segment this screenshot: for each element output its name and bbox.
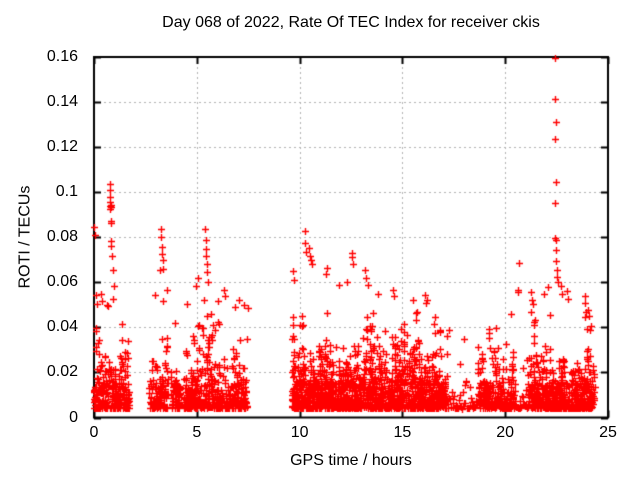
y-tick-label: 0 <box>69 408 78 426</box>
y-tick-label: 0.1 <box>55 183 78 201</box>
x-tick-label: 15 <box>393 424 412 441</box>
y-tick-label: 0.12 <box>46 138 78 156</box>
y-tick-label: 0.08 <box>46 228 78 246</box>
x-axis-label: GPS time / hours <box>290 452 412 469</box>
x-tick-label: 0 <box>89 424 99 441</box>
y-tick-label: 0.14 <box>46 93 78 111</box>
y-tick-label: 0.02 <box>46 363 78 381</box>
x-tick-label: 10 <box>290 424 309 441</box>
y-tick-label: 0.04 <box>46 318 78 336</box>
chart-title: Day 068 of 2022, Rate Of TEC Index for r… <box>162 14 540 31</box>
y-tick-label: 0.16 <box>46 48 78 65</box>
x-tick-label: 25 <box>599 424 617 441</box>
y-tick-label: 0.06 <box>46 273 78 291</box>
x-tick-label: 5 <box>192 424 202 441</box>
x-tick-label: 20 <box>496 424 515 441</box>
